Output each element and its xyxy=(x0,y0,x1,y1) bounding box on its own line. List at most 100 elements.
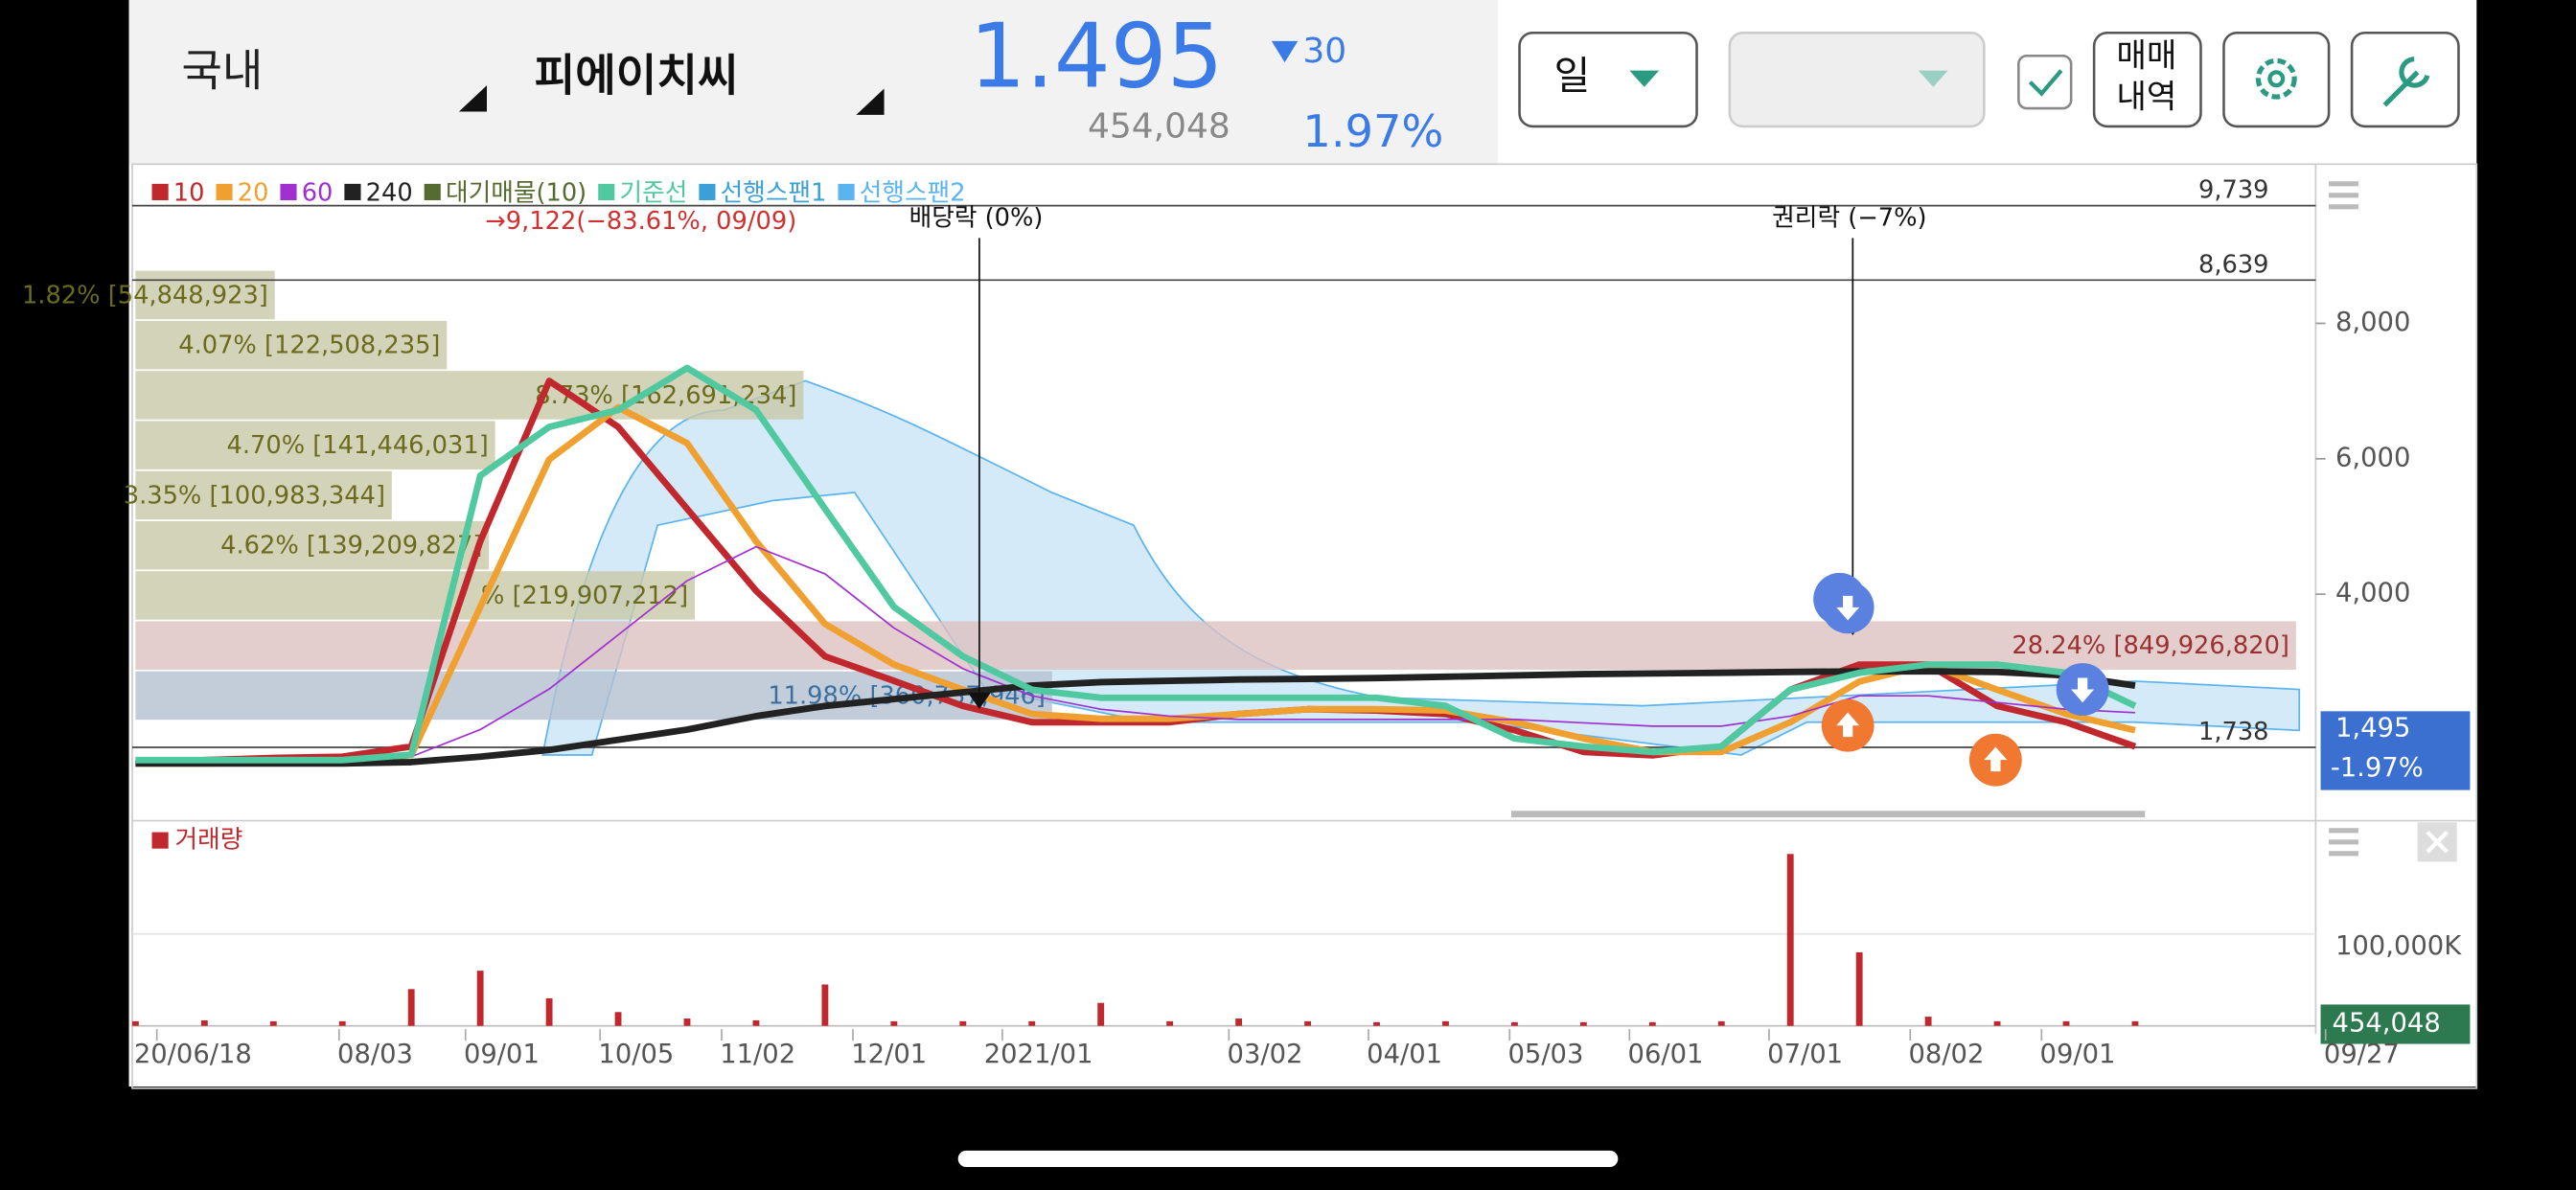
volume-bar xyxy=(752,1019,760,1026)
legend-label: 20 xyxy=(238,179,269,208)
volume-bar xyxy=(1993,1020,2001,1026)
annotation: 배당락 (0%) xyxy=(909,203,1044,232)
x-tick-label: 08/03 xyxy=(337,1040,413,1069)
volume-bar xyxy=(2062,1020,2070,1026)
volume-bar xyxy=(959,1020,967,1026)
signal-arrow xyxy=(1836,712,1860,738)
legend-swatch xyxy=(151,832,169,849)
volume-bar xyxy=(821,984,829,1026)
rate: 1.97% xyxy=(1302,105,1443,157)
check-icon xyxy=(2028,69,2063,97)
volume-profile-bar xyxy=(135,470,392,520)
volume-last: 454,048 xyxy=(2333,1008,2441,1038)
dropdown-icon xyxy=(458,85,488,112)
volume-bar xyxy=(2131,1020,2139,1026)
x-tick-label: 03/02 xyxy=(1228,1040,1303,1069)
volume-profile-label: 4.70% [141,446,031] xyxy=(227,431,489,460)
x-tick-label: 09/01 xyxy=(464,1040,540,1069)
legend-label: 10 xyxy=(173,179,205,208)
legend-label: 60 xyxy=(302,179,334,208)
x-tick-label: 20/06/18 xyxy=(134,1040,252,1069)
volume-bar xyxy=(1717,1020,1725,1026)
volume-label: 거래량 xyxy=(175,826,243,855)
ma-line xyxy=(135,545,2136,765)
volume-bar xyxy=(1166,1020,1174,1026)
volume-bar xyxy=(1510,1021,1518,1026)
volume-profile-bar xyxy=(135,421,495,469)
volume-bar xyxy=(1028,1020,1036,1026)
legend-swatch xyxy=(280,183,297,200)
price-line-label: 8,639 xyxy=(2198,250,2269,279)
legend-swatch xyxy=(838,183,855,200)
x-tick-label: 07/01 xyxy=(1767,1040,1843,1069)
home-indicator xyxy=(957,1150,1619,1168)
volume-bar xyxy=(131,1020,139,1026)
market[interactable]: 국내 xyxy=(181,45,263,97)
legend-label: 대기매물(10) xyxy=(446,179,586,208)
history-label: 매매 xyxy=(2116,36,2176,75)
volume-profile-bar xyxy=(135,520,490,570)
legend-label: 선행스팬1 xyxy=(721,179,827,208)
ma-line xyxy=(135,364,2137,764)
signal-arrow xyxy=(2071,677,2095,703)
volume-bar xyxy=(1235,1018,1243,1026)
price-line-label: 1,738 xyxy=(2198,718,2269,746)
legend-swatch xyxy=(699,183,716,200)
settings-button[interactable] xyxy=(2222,31,2331,128)
down-icon xyxy=(1271,40,1299,63)
annotation-arrow xyxy=(967,692,991,710)
x-tick-label: 2021/01 xyxy=(984,1040,1093,1069)
volume-bar xyxy=(476,971,484,1026)
dropdown-icon xyxy=(1629,70,1660,87)
volume-bar xyxy=(545,997,553,1026)
legend-label: 240 xyxy=(366,179,413,208)
history-button[interactable] xyxy=(2092,31,2202,128)
dropdown-icon xyxy=(1918,70,1948,87)
legend-label: 기준선 xyxy=(619,179,687,208)
volume-profile-label: 1.82% [54,848,923] xyxy=(22,281,268,309)
stock-name[interactable]: 피에이치씨 xyxy=(535,50,739,102)
history-label: 내역 xyxy=(2116,78,2176,116)
volume-bar xyxy=(1648,1021,1656,1026)
change: 30 xyxy=(1302,32,1346,71)
wrench-icon xyxy=(2382,57,2430,107)
annotation: →9,122(−83.61%, 09/09) xyxy=(485,207,796,236)
signal-arrow xyxy=(1836,595,1860,621)
empty-select[interactable] xyxy=(1728,31,1986,128)
y-tick-label: 4,000 xyxy=(2335,579,2410,608)
volume-last-box xyxy=(2320,1004,2471,1044)
plot: 1.82% [54,848,923]4.07% [122,508,235]8.7… xyxy=(22,176,2471,1069)
x-tick-label: 06/01 xyxy=(1628,1040,1704,1069)
volume-profile-bar xyxy=(135,320,448,370)
volume-profile-label: 4.62% [139,209,827] xyxy=(220,532,482,561)
volume-bar xyxy=(338,1020,346,1026)
volume-profile-label: 3.35% [100,983,344] xyxy=(124,481,385,510)
x-tick-label: 08/02 xyxy=(1908,1040,1984,1069)
checkbox[interactable] xyxy=(2017,54,2073,110)
header-bg xyxy=(128,0,1499,165)
volume-profile-bar xyxy=(135,571,695,620)
close-icon xyxy=(2426,831,2449,854)
volume-bar xyxy=(1786,854,1794,1026)
y-tick-label: 8,000 xyxy=(2335,308,2410,337)
legend-label: 선행스팬2 xyxy=(860,179,966,208)
ma-line xyxy=(135,668,2136,767)
y-tick-label: 6,000 xyxy=(2335,443,2410,472)
menu-icon[interactable] xyxy=(2329,181,2358,857)
volume-bar xyxy=(614,1012,622,1026)
legend-swatch xyxy=(151,183,169,200)
volume-bar xyxy=(200,1019,208,1026)
period: 일 xyxy=(1554,53,1591,99)
volume-profile-bar xyxy=(135,270,275,320)
last-price-label: 1,495 xyxy=(2335,714,2410,744)
app xyxy=(128,0,2477,1087)
gear-icon xyxy=(2255,57,2297,100)
signal-arrow xyxy=(1984,746,2008,772)
legend-swatch xyxy=(424,183,441,200)
period-select[interactable] xyxy=(1518,31,1698,128)
volume-bar xyxy=(407,989,415,1026)
x-tick-label: 12/01 xyxy=(851,1040,927,1069)
dropdown-icon xyxy=(856,88,885,115)
